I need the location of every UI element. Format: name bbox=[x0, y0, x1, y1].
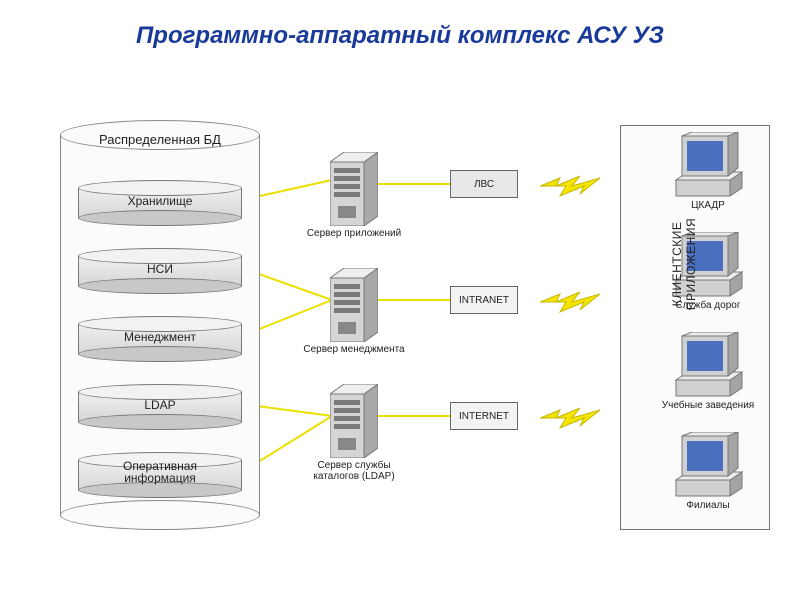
lightning-icon bbox=[540, 172, 600, 200]
db-store-label: НСИ bbox=[78, 262, 242, 276]
db-store: Оперативнаяинформация bbox=[78, 452, 242, 498]
network-box: INTERNET bbox=[450, 402, 518, 430]
client-label: ЦКАДР bbox=[648, 200, 768, 211]
server-label: Сервер приложений bbox=[284, 228, 424, 239]
client-label: Филиалы bbox=[648, 500, 768, 511]
network-box: INTRANET bbox=[450, 286, 518, 314]
server-label: Сервер менеджмента bbox=[284, 344, 424, 355]
db-store: LDAP bbox=[78, 384, 242, 430]
client-label: Учебные заведения bbox=[648, 400, 768, 411]
db-store-label: Менеджмент bbox=[78, 330, 242, 344]
network-box: ЛВС bbox=[450, 170, 518, 198]
lightning-icon bbox=[540, 404, 600, 432]
server-icon bbox=[330, 384, 390, 458]
db-store: Менеджмент bbox=[78, 316, 242, 362]
lightning-icon bbox=[540, 288, 600, 316]
db-store-label: Хранилище bbox=[78, 194, 242, 208]
server-label: Сервер службыкаталогов (LDAP) bbox=[284, 460, 424, 482]
db-store-label: Оперативнаяинформация bbox=[78, 460, 242, 484]
client-label: Служба дорог bbox=[648, 300, 768, 311]
db-store: Хранилище bbox=[78, 180, 242, 226]
database-title: Распределенная БД bbox=[60, 132, 260, 147]
client-monitor-icon bbox=[670, 432, 748, 498]
server-icon bbox=[330, 152, 390, 226]
server-icon bbox=[330, 268, 390, 342]
db-store: НСИ bbox=[78, 248, 242, 294]
clients-panel-title: КЛИЕНТСКИЕ ПРИЛОЖЕНИЯ bbox=[670, 184, 698, 344]
db-store-label: LDAP bbox=[78, 398, 242, 412]
